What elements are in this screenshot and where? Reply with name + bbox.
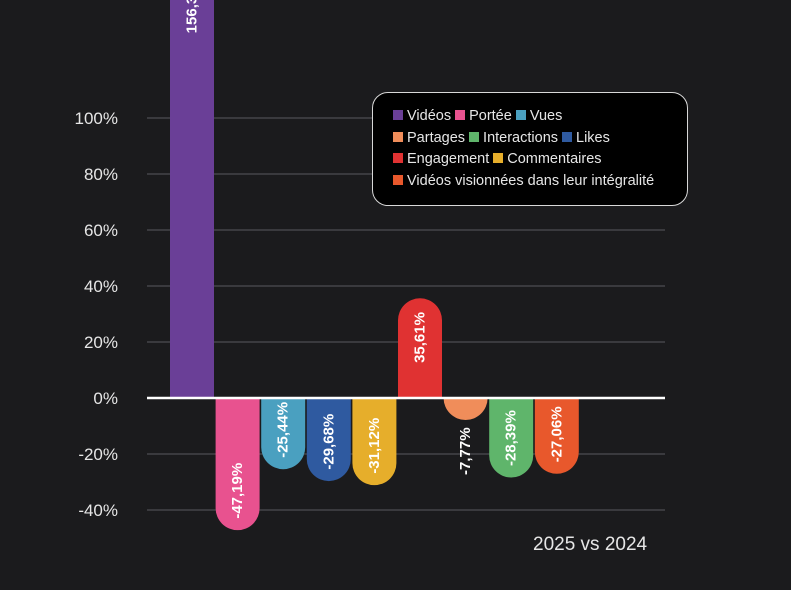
legend: Vidéos Portée Vues Partages Interactions Like… xyxy=(372,92,688,206)
y-tick-label: 80% xyxy=(84,165,118,184)
y-axis-ticks: 100% 80% 60% 40% 20% 0% -20% -40% xyxy=(75,109,118,520)
data-labels: 156,32% -47,19% -25,44% -29,68% -31,12% 35,61… xyxy=(184,0,566,519)
bar xyxy=(352,398,397,486)
legend-swatch xyxy=(393,110,403,120)
bars xyxy=(170,0,579,531)
legend-item: Vidéos visionnées dans leur intégralité xyxy=(393,171,654,193)
legend-label: Likes xyxy=(576,129,610,146)
data-label: -27,06% xyxy=(548,406,565,462)
data-label: -31,12% xyxy=(366,418,383,474)
chart-caption: 2025 vs 2024 xyxy=(533,534,648,555)
legend-label: Commentaires xyxy=(507,151,602,167)
y-tick-label: -20% xyxy=(78,445,118,464)
legend-item: Vidéos xyxy=(393,106,451,128)
legend-swatch xyxy=(393,174,403,185)
legend-label: Engagement xyxy=(407,151,490,167)
bar xyxy=(534,398,579,474)
bar xyxy=(443,398,488,421)
legend-item: Portée xyxy=(455,106,512,128)
data-label: -28,39% xyxy=(503,410,520,466)
y-tick-label: 20% xyxy=(84,333,118,352)
legend-item: Partages xyxy=(393,128,465,150)
legend-swatch xyxy=(469,131,480,142)
bar xyxy=(215,398,260,531)
legend-swatch xyxy=(562,131,573,142)
y-tick-label: 60% xyxy=(84,221,118,240)
legend-swatch xyxy=(515,110,526,120)
bar xyxy=(398,298,442,398)
legend-item: Interactions xyxy=(469,128,558,150)
legend-label: Interactions xyxy=(483,129,559,146)
legend-swatch xyxy=(455,110,466,120)
legend-label: Vidéos xyxy=(407,108,452,124)
legend-swatch xyxy=(493,153,504,163)
y-tick-label: 40% xyxy=(84,277,118,296)
legend-item: Likes xyxy=(562,128,610,150)
legend-label: Vidéos visionnées dans leur intégralité xyxy=(407,172,655,189)
legend-row: Engagement Commentaires xyxy=(393,149,687,171)
bar xyxy=(170,0,214,398)
legend-item: Vues xyxy=(515,106,563,128)
legend-row: Vidéos Portée Vues xyxy=(393,106,687,128)
data-label: -29,68% xyxy=(320,414,337,470)
data-label: -47,19% xyxy=(229,463,246,519)
legend-item: Commentaires xyxy=(493,149,602,171)
data-label: 156,32% xyxy=(184,0,201,33)
bar xyxy=(489,398,534,478)
legend-row: Partages Interactions Likes xyxy=(393,128,687,150)
legend-swatch xyxy=(393,153,403,163)
data-label: -7,77% xyxy=(457,427,474,475)
legend-label: Partages xyxy=(407,129,466,146)
legend-swatch xyxy=(393,131,403,142)
y-tick-label: 100% xyxy=(75,109,118,128)
y-tick-label: -40% xyxy=(78,501,118,520)
data-label: -25,44% xyxy=(275,402,292,458)
legend-item: Engagement xyxy=(393,149,489,171)
bar xyxy=(306,398,351,482)
legend-label: Vues xyxy=(529,108,563,124)
legend-row: Vidéos visionnées dans leur intégralité xyxy=(393,171,687,193)
y-tick-label: 0% xyxy=(93,389,118,408)
bar xyxy=(261,398,306,470)
data-label: 35,61% xyxy=(412,312,429,363)
legend-label: Portée xyxy=(469,108,512,124)
